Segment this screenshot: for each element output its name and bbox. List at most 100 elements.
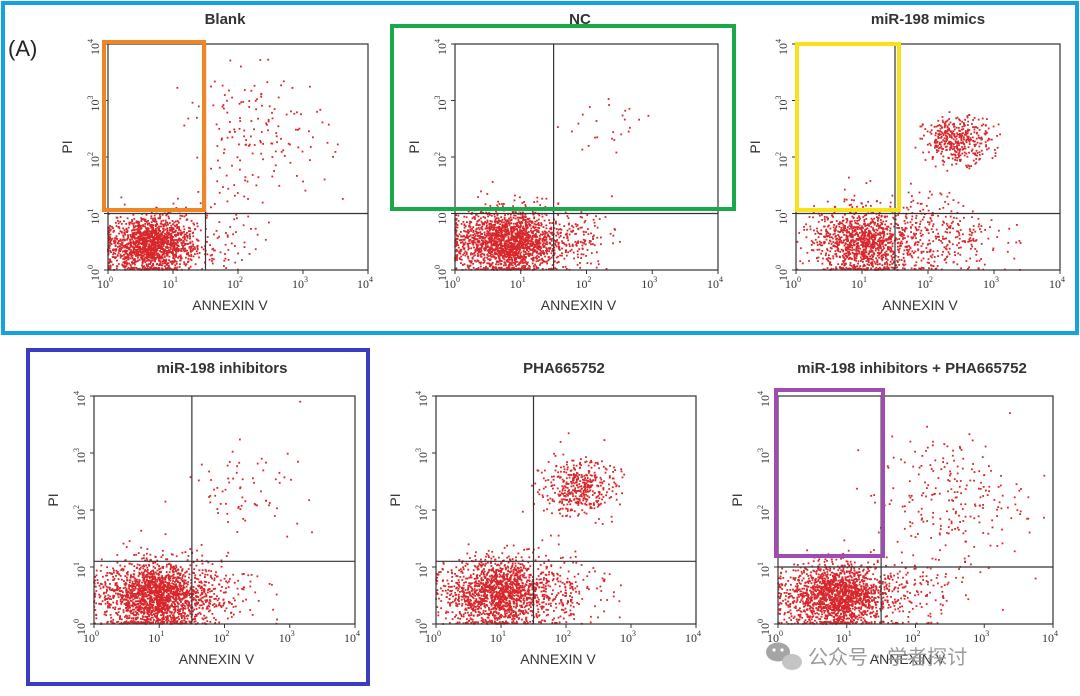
event-dot	[192, 245, 194, 248]
event-dot	[857, 247, 860, 250]
event-dot	[879, 245, 882, 248]
event-dot	[107, 245, 110, 248]
event-dot	[129, 252, 131, 255]
event-dot	[160, 257, 163, 260]
event-dot	[142, 249, 145, 252]
event-dot	[122, 227, 124, 230]
event-dot	[505, 253, 507, 256]
event-dot	[486, 234, 489, 237]
event-dot	[107, 237, 110, 240]
event-dot	[609, 232, 612, 235]
event-dot	[145, 253, 148, 256]
event-dot	[167, 211, 170, 213]
event-dot	[492, 233, 495, 236]
event-dot	[520, 259, 523, 262]
event-dot	[873, 217, 875, 220]
event-dot	[108, 268, 111, 271]
event-dot	[159, 250, 161, 252]
event-dot	[872, 247, 874, 249]
event-dot	[177, 232, 180, 235]
event-dot	[875, 228, 878, 231]
event-dot	[503, 221, 505, 224]
event-dot	[624, 109, 627, 112]
event-dot	[825, 258, 828, 260]
event-dot	[558, 247, 560, 250]
event-dot	[587, 233, 590, 235]
event-dot	[907, 191, 910, 194]
event-dot	[847, 253, 850, 255]
event-dot	[593, 221, 596, 224]
event-dot	[520, 235, 522, 238]
event-dot	[463, 252, 466, 255]
event-dot	[472, 234, 474, 236]
event-dot	[526, 236, 528, 239]
event-dot	[469, 242, 471, 245]
event-dot	[125, 245, 127, 248]
event-dot	[257, 176, 260, 179]
event-dot	[170, 224, 173, 227]
event-dot	[568, 222, 570, 225]
event-dot	[819, 214, 821, 217]
event-dot	[516, 222, 519, 224]
event-dot	[835, 235, 837, 237]
event-dot	[828, 224, 830, 227]
event-dot	[882, 241, 885, 244]
event-dot	[123, 254, 125, 256]
event-dot	[470, 252, 473, 255]
event-dot	[502, 224, 505, 227]
event-dot	[458, 239, 461, 242]
event-dot	[108, 231, 111, 234]
event-dot	[112, 248, 115, 251]
event-dot	[864, 222, 866, 225]
event-dot	[556, 239, 559, 241]
event-dot	[555, 268, 558, 270]
event-dot	[502, 205, 504, 208]
event-dot	[550, 226, 553, 229]
event-dot	[844, 264, 846, 266]
event-dot	[506, 247, 508, 250]
event-dot	[115, 216, 118, 219]
event-dot	[529, 252, 531, 255]
event-dot	[810, 249, 813, 251]
event-dot	[861, 225, 863, 228]
event-dot	[849, 244, 851, 247]
event-dot	[870, 221, 873, 223]
event-dot	[187, 242, 190, 245]
event-dot	[533, 249, 536, 251]
event-dot	[863, 239, 866, 242]
event-dot	[517, 235, 519, 237]
event-dot	[855, 232, 857, 235]
event-dot	[810, 244, 813, 246]
event-dot	[577, 240, 579, 243]
event-dot	[177, 248, 180, 250]
event-dot	[509, 222, 512, 225]
event-dot	[511, 268, 514, 271]
event-dot	[456, 224, 459, 226]
event-dot	[163, 251, 165, 254]
event-dot	[838, 225, 841, 228]
event-dot	[489, 205, 492, 207]
event-dot	[187, 227, 190, 229]
event-dot	[155, 225, 157, 228]
event-dot	[526, 224, 529, 227]
event-dot	[467, 244, 470, 247]
event-dot	[799, 247, 802, 250]
event-dot	[462, 242, 465, 245]
event-dot	[502, 238, 504, 241]
event-dot	[506, 229, 509, 232]
event-dot	[466, 221, 468, 223]
event-dot	[489, 255, 492, 257]
event-dot	[579, 241, 582, 243]
event-dot	[490, 264, 493, 266]
event-dot	[494, 248, 497, 251]
event-dot	[835, 253, 838, 255]
event-dot	[271, 156, 274, 158]
event-dot	[209, 244, 211, 246]
event-dot	[117, 252, 120, 254]
event-dot	[531, 262, 534, 265]
event-dot	[157, 217, 160, 220]
event-dot	[467, 257, 470, 260]
event-dot	[515, 245, 518, 248]
event-dot	[490, 246, 493, 249]
event-dot	[566, 215, 569, 217]
